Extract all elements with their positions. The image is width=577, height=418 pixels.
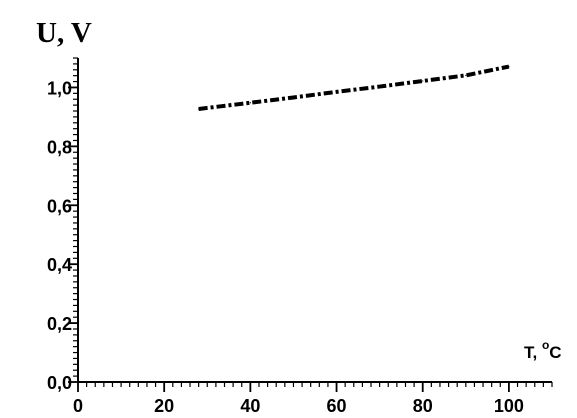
data-point bbox=[508, 65, 510, 68]
ticks-layer: 0 20 40 60 80 100 0,0 0,2 0,4 0,6 0,8 1,0 bbox=[47, 57, 553, 416]
y-tick-label: 0,6 bbox=[47, 196, 72, 216]
x-tick-label: 0 bbox=[73, 396, 83, 416]
y-tick-label: 0,2 bbox=[47, 314, 72, 334]
series-layer bbox=[198, 64, 510, 111]
x-tick-label: 80 bbox=[413, 396, 433, 416]
x-tick-label: 20 bbox=[154, 396, 174, 416]
x-tick-label: 100 bbox=[494, 396, 524, 416]
x-tick-label: 60 bbox=[327, 396, 347, 416]
x-axis-title: T, oC bbox=[524, 338, 562, 362]
y-axis-title: U, V bbox=[36, 17, 92, 49]
data-point bbox=[292, 96, 295, 99]
x-tick-label: 40 bbox=[240, 396, 260, 416]
x-axis-title-text: T, bbox=[524, 343, 542, 362]
data-point bbox=[335, 91, 338, 93]
data-point bbox=[422, 80, 424, 82]
data-point bbox=[465, 74, 467, 76]
x-axis-degree-sign: o bbox=[542, 338, 549, 352]
x-axis-unit-letter: C bbox=[549, 343, 561, 362]
data-point bbox=[249, 102, 251, 104]
data-line bbox=[198, 64, 510, 111]
data-point bbox=[379, 85, 381, 88]
y-tick-label: 1,0 bbox=[47, 78, 72, 98]
y-tick-label: 0,8 bbox=[47, 137, 72, 157]
data-point bbox=[198, 108, 200, 110]
y-tick-label: 0,0 bbox=[47, 373, 72, 393]
y-tick-label: 0,4 bbox=[47, 255, 72, 275]
